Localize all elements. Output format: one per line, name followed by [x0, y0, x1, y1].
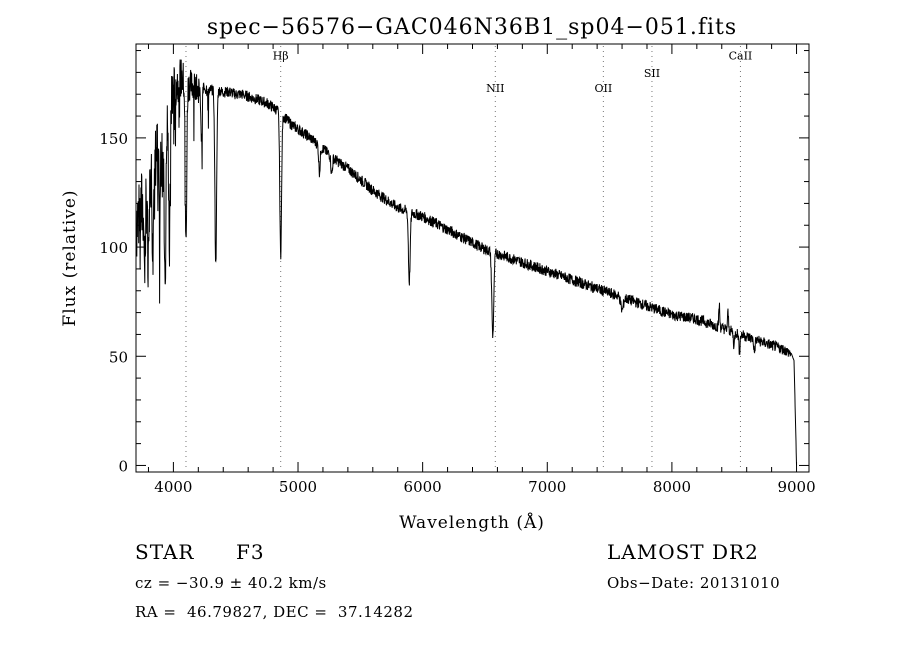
x-tick-label: 9000	[777, 478, 815, 496]
object-subclass: F3	[236, 540, 265, 564]
y-axis-label: Flux (relative)	[60, 189, 80, 326]
line-marker-label: SII	[644, 67, 660, 80]
line-marker-label: Hβ	[273, 49, 289, 62]
survey-name: LAMOST DR2	[607, 540, 759, 564]
axis-ticks: 4000 5000 6000 7000 8000 9000 0 50 100 150	[99, 44, 816, 496]
spectrum-line	[135, 59, 797, 466]
redshift-text: cz = −30.9 ± 40.2 km/s	[135, 574, 327, 592]
chart-title: spec−56576−GAC046N36B1_sp04−051.fits	[207, 15, 737, 40]
y-tick-label: 150	[99, 130, 128, 148]
x-tick-label: 6000	[404, 478, 442, 496]
obs-date-text: Obs−Date: 20131010	[607, 574, 781, 592]
y-tick-label: 50	[109, 348, 128, 366]
line-marker-label: NII	[486, 82, 504, 95]
x-tick-label: 5000	[279, 478, 317, 496]
y-tick-label: 100	[99, 239, 128, 257]
x-tick-label: 7000	[528, 478, 566, 496]
x-tick-label: 4000	[154, 478, 192, 496]
line-marker-label: CaII	[729, 49, 753, 62]
plot-area-group: Hβ NII OII SII CaII 4000 5000 6000 7000 8000 9000…	[99, 43, 816, 496]
coordinates-text: RA = 46.79827, DEC = 37.14282	[135, 603, 414, 621]
line-marker-label: OII	[595, 82, 613, 95]
plot-frame	[135, 43, 810, 473]
x-tick-label: 8000	[653, 478, 691, 496]
object-class: STAR	[135, 540, 195, 564]
x-axis-label: Wavelength (Å)	[399, 512, 545, 533]
y-tick-label: 0	[118, 457, 128, 475]
line-markers: Hβ NII OII SII CaII	[185, 46, 753, 470]
